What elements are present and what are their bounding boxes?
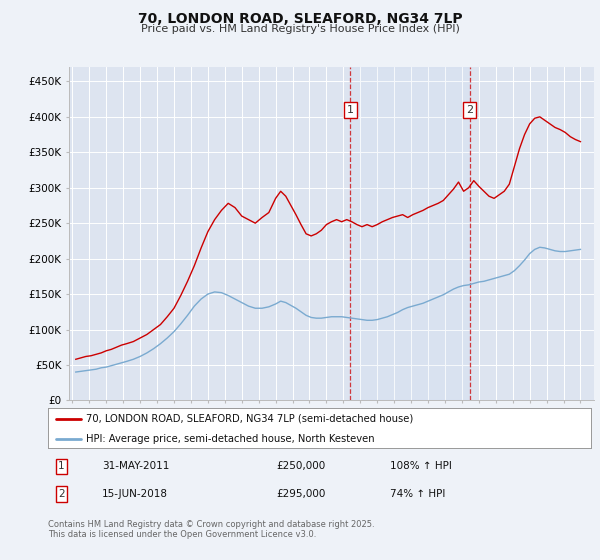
Text: 2: 2 bbox=[466, 105, 473, 115]
Text: 70, LONDON ROAD, SLEAFORD, NG34 7LP: 70, LONDON ROAD, SLEAFORD, NG34 7LP bbox=[137, 12, 463, 26]
Text: 74% ↑ HPI: 74% ↑ HPI bbox=[390, 489, 445, 499]
Text: 108% ↑ HPI: 108% ↑ HPI bbox=[390, 461, 452, 472]
Bar bbox=[350, 67, 470, 400]
Text: 70, LONDON ROAD, SLEAFORD, NG34 7LP (semi-detached house): 70, LONDON ROAD, SLEAFORD, NG34 7LP (sem… bbox=[86, 414, 413, 424]
Text: 1: 1 bbox=[347, 105, 354, 115]
Text: 1: 1 bbox=[58, 461, 65, 472]
Text: Contains HM Land Registry data © Crown copyright and database right 2025.
This d: Contains HM Land Registry data © Crown c… bbox=[48, 520, 374, 539]
Text: 31-MAY-2011: 31-MAY-2011 bbox=[103, 461, 170, 472]
Text: HPI: Average price, semi-detached house, North Kesteven: HPI: Average price, semi-detached house,… bbox=[86, 434, 374, 444]
Text: £295,000: £295,000 bbox=[276, 489, 325, 499]
Text: £250,000: £250,000 bbox=[276, 461, 325, 472]
Text: 15-JUN-2018: 15-JUN-2018 bbox=[103, 489, 168, 499]
Text: Price paid vs. HM Land Registry's House Price Index (HPI): Price paid vs. HM Land Registry's House … bbox=[140, 24, 460, 34]
Text: 2: 2 bbox=[58, 489, 65, 499]
